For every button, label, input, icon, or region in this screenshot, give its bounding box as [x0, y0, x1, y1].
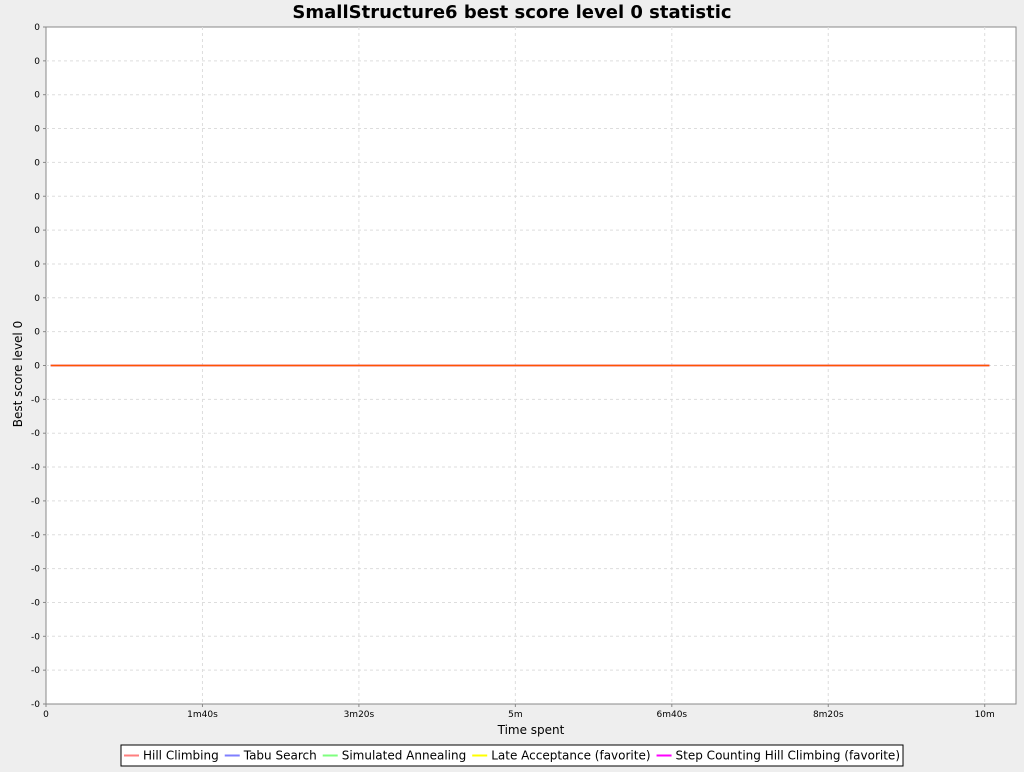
legend-label: Hill Climbing [143, 749, 219, 763]
legend-item: Simulated Annealing [322, 749, 467, 763]
y-tick-label: -0 [31, 463, 40, 473]
y-tick-label: 0 [34, 125, 40, 135]
legend-item: Hill Climbing [123, 749, 219, 763]
y-tick-label: 0 [34, 57, 40, 67]
x-tick-label: 10m [975, 710, 995, 720]
y-tick-label: 0 [34, 294, 40, 304]
chart-title: SmallStructure6 best score level 0 stati… [292, 2, 731, 23]
y-tick-label: -0 [31, 531, 40, 541]
legend-label: Step Counting Hill Climbing (favorite) [676, 749, 900, 763]
legend-box [120, 744, 904, 767]
legend: Hill Climbing Tabu Search Simulated Anneal… [120, 744, 904, 767]
legend-item: Late Acceptance (favorite) [472, 749, 651, 763]
y-tick-label: 0 [34, 192, 40, 202]
x-tick-label: 8m20s [813, 710, 844, 720]
y-axis: 0 0 0 0 0 0 0 0 0 0 0 -0 -0 -0 -0 -0 -0 -0 -0 -0 -0 [31, 23, 46, 710]
y-tick-label: -0 [31, 666, 40, 676]
legend-item: Tabu Search [224, 749, 317, 763]
legend-label: Tabu Search [243, 749, 317, 763]
y-tick-label: -0 [31, 632, 40, 642]
y-tick-label: -0 [31, 565, 40, 575]
x-tick-label: 3m20s [344, 710, 375, 720]
legend-label: Simulated Annealing [342, 749, 467, 763]
legend-label: Late Acceptance (favorite) [491, 749, 650, 763]
x-tick-label: 6m40s [656, 710, 687, 720]
x-axis-label: Time spent [497, 723, 565, 737]
y-tick-label: 0 [34, 158, 40, 168]
y-tick-label: -0 [31, 598, 40, 608]
x-axis: 0 1m40s 3m20s 5m 6m40s 8m20s 10m [43, 704, 995, 720]
y-tick-label: 0 [34, 260, 40, 270]
x-tick-label: 0 [43, 710, 49, 720]
y-tick-label: -0 [31, 395, 40, 405]
y-tick-label: -0 [31, 497, 40, 507]
x-tick-label: 5m [508, 710, 523, 720]
y-tick-label: 0 [34, 226, 40, 236]
y-axis-label: Best score level 0 [11, 321, 25, 427]
y-tick-label: -0 [31, 429, 40, 439]
y-tick-label: 0 [34, 23, 40, 33]
y-tick-label: 0 [34, 91, 40, 101]
legend-item: Step Counting Hill Climbing (favorite) [656, 749, 900, 763]
y-tick-label: 0 [34, 362, 40, 372]
x-tick-label: 1m40s [187, 710, 218, 720]
y-tick-label: 0 [34, 328, 40, 338]
y-tick-label: -0 [31, 700, 40, 710]
